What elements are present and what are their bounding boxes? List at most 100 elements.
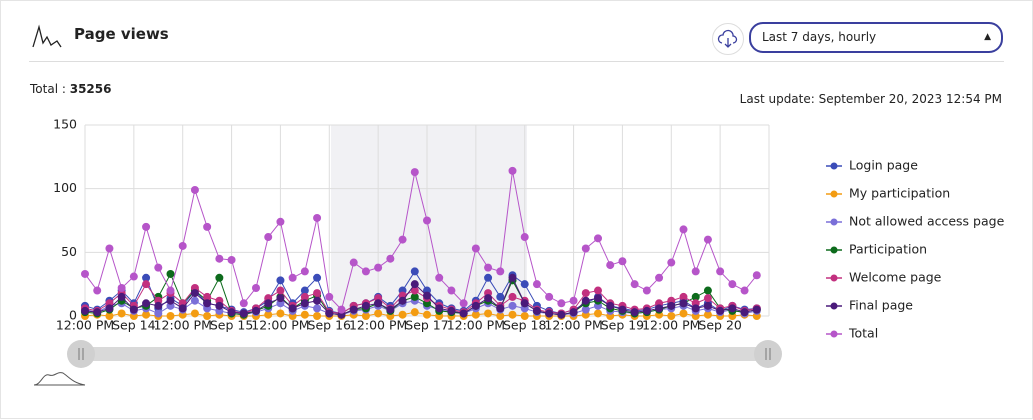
data-point (569, 308, 578, 317)
data-point (679, 299, 688, 308)
range-handle-left[interactable] (67, 340, 95, 368)
data-point (606, 301, 615, 310)
y-tick-label: 50 (61, 244, 77, 259)
x-tick-label: Sep 15 (210, 318, 253, 333)
data-point (117, 283, 126, 292)
legend-label: Participation (849, 242, 927, 257)
data-point (313, 312, 322, 320)
total-label: Total : (30, 82, 66, 96)
legend-label: Welcome page (849, 270, 942, 285)
data-point (520, 312, 529, 320)
data-point (288, 304, 297, 313)
data-point (532, 306, 541, 315)
data-point (361, 267, 370, 276)
data-point (581, 296, 590, 305)
x-tick-label: Sep 16 (308, 318, 351, 333)
data-point (679, 309, 688, 318)
data-point (667, 312, 676, 320)
legend-label: Login page (849, 158, 918, 173)
data-point (594, 294, 602, 303)
data-point (447, 306, 456, 315)
data-point (252, 306, 260, 315)
select-value: Last 7 days, hourly (762, 30, 877, 44)
data-point (166, 286, 175, 295)
data-point (81, 269, 89, 278)
data-point (227, 255, 236, 264)
data-point (81, 306, 89, 315)
data-point (581, 305, 590, 314)
data-point (166, 296, 175, 305)
data-point (691, 267, 700, 276)
data-point (752, 305, 761, 314)
data-point (300, 267, 309, 276)
data-point (93, 286, 102, 295)
data-point (129, 305, 138, 314)
data-point (142, 280, 151, 289)
data-point (594, 286, 602, 295)
data-point (300, 286, 309, 295)
data-point (178, 241, 187, 250)
handle-grips (78, 348, 771, 360)
data-point (484, 273, 493, 282)
legend-marker (830, 246, 838, 254)
data-point (178, 304, 187, 313)
data-point (203, 222, 212, 231)
data-point (752, 271, 761, 280)
data-point (264, 233, 273, 242)
data-point (190, 296, 199, 305)
data-point (508, 310, 517, 319)
data-point (496, 304, 505, 313)
data-point (410, 308, 419, 317)
data-point (166, 269, 175, 278)
data-point (117, 292, 126, 301)
data-point (374, 309, 383, 318)
data-point (105, 312, 114, 320)
x-tick-label: Sep 19 (601, 318, 644, 333)
data-point (703, 235, 712, 244)
data-point (520, 299, 529, 308)
data-point (313, 304, 322, 313)
data-point (728, 280, 737, 289)
data-point (276, 276, 285, 285)
data-point (203, 299, 212, 308)
legend-label: Final page (849, 298, 913, 313)
data-point (703, 294, 712, 303)
data-point (349, 305, 358, 314)
divider (29, 61, 1004, 62)
data-point (313, 296, 322, 305)
data-point (410, 280, 419, 289)
data-point (117, 309, 126, 318)
download-icon (717, 29, 738, 48)
data-point (190, 289, 199, 298)
legend-label: Not allowed access page (849, 214, 1005, 229)
data-point (337, 305, 346, 314)
data-point (166, 312, 175, 320)
data-point (716, 306, 725, 315)
data-point (459, 309, 468, 318)
data-point (508, 273, 517, 282)
x-tick-label: 12:00 PM (154, 318, 212, 333)
data-point (435, 273, 444, 282)
data-point (716, 267, 725, 276)
data-point (667, 301, 676, 310)
period-select[interactable]: Last 7 days, hourly ▲ (749, 22, 1003, 53)
overview-icon (33, 372, 86, 386)
data-point (508, 292, 517, 301)
data-point (606, 261, 615, 270)
data-point (630, 308, 639, 317)
data-point (569, 296, 578, 305)
y-tick-label: 150 (53, 117, 77, 132)
data-point (215, 254, 224, 263)
data-point (252, 283, 260, 292)
data-point (728, 304, 737, 313)
download-button[interactable] (712, 23, 744, 55)
data-point (288, 273, 297, 282)
data-point (691, 292, 700, 301)
x-tick-label: 12:00 PM (447, 318, 505, 333)
card-title: Page views (74, 25, 169, 43)
data-point (325, 292, 334, 301)
range-handle-right[interactable] (754, 340, 782, 368)
x-tick-label: Sep 17 (405, 318, 448, 333)
